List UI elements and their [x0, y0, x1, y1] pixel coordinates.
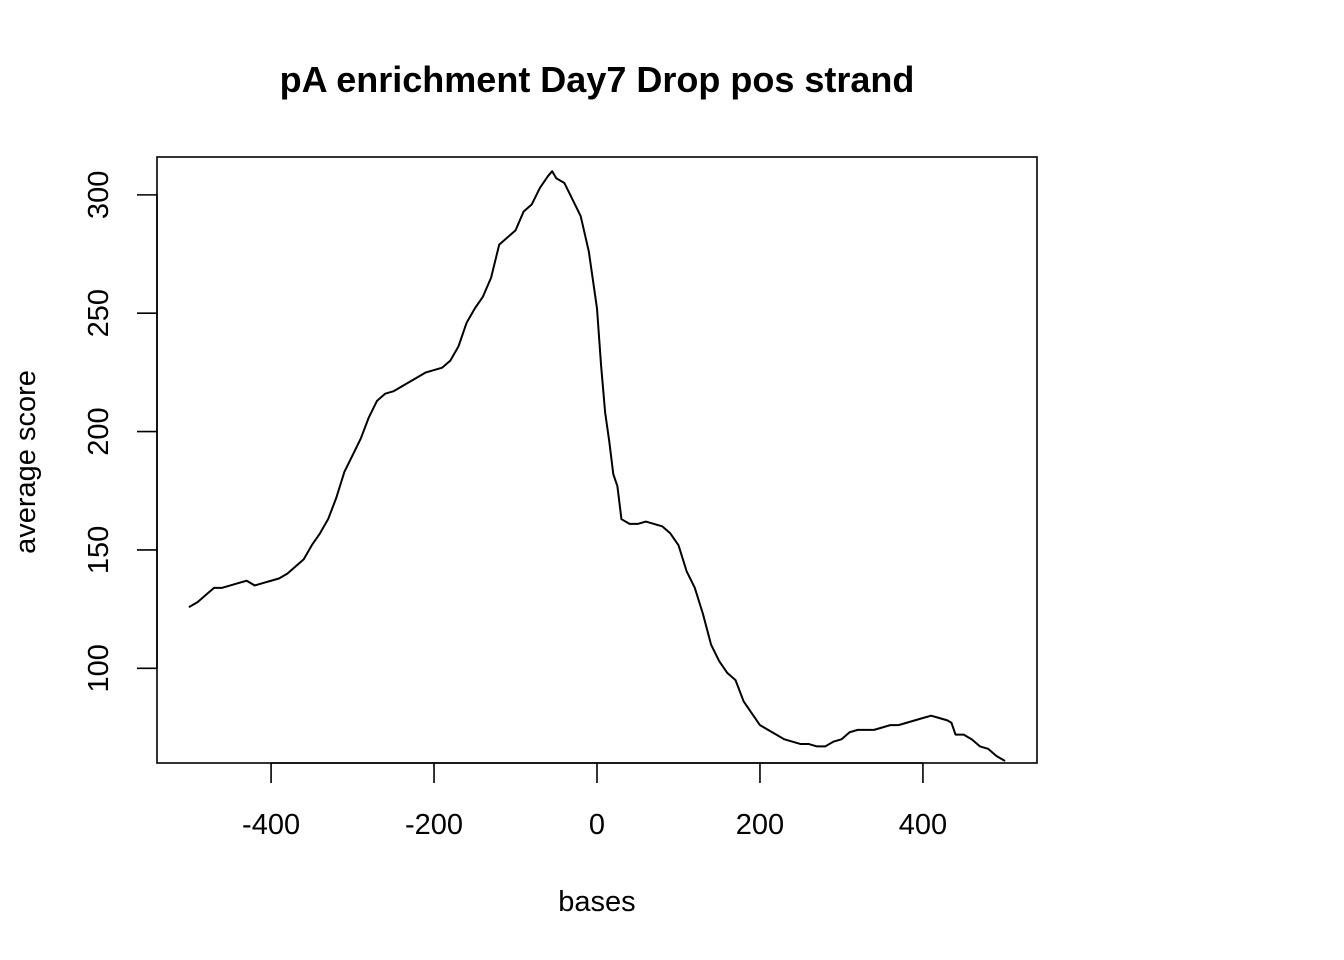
y-tick-label: 200	[83, 407, 115, 455]
plot-area	[156, 156, 1038, 764]
chart-title: pA enrichment Day7 Drop pos strand	[280, 59, 915, 100]
y-axis: 100 150 200 250 300	[83, 171, 158, 693]
series-line	[188, 170, 1006, 762]
y-tick-label: 250	[83, 289, 115, 337]
x-tick-label: 400	[899, 809, 947, 841]
series-layer	[188, 170, 1006, 762]
y-tick-label: 150	[83, 526, 115, 574]
y-tick-label: 100	[83, 644, 115, 692]
x-tick-label: -200	[405, 809, 463, 841]
x-tick-label: -400	[242, 809, 300, 841]
x-tick-label: 200	[736, 809, 784, 841]
x-axis: -400 -200 0 200 400	[242, 762, 947, 841]
y-axis-label: average score	[10, 370, 42, 554]
x-axis-label: bases	[558, 886, 635, 918]
x-tick-label: 0	[589, 809, 605, 841]
y-tick-label: 300	[83, 171, 115, 219]
